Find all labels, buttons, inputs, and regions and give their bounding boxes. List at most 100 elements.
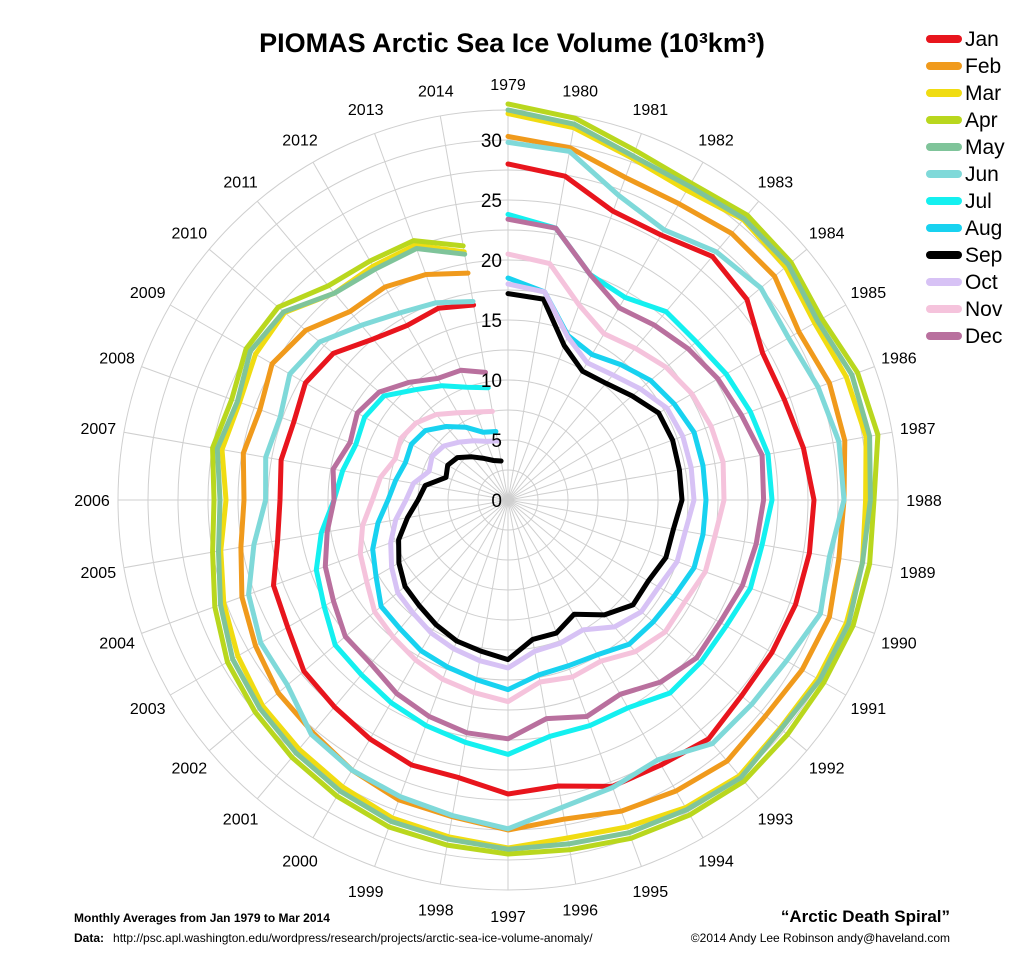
grid-spoke	[312, 499, 509, 838]
grid-ring	[327, 319, 689, 681]
year-label: 1989	[900, 565, 936, 582]
legend-label: Dec	[965, 325, 1002, 348]
radial-tick-label: 15	[481, 311, 502, 332]
grid-ring	[297, 289, 719, 711]
year-label: 2012	[282, 133, 318, 150]
radial-tick-labels: 0 5 10 15 20 25 30	[481, 131, 502, 512]
radial-tick-label: 30	[481, 131, 502, 152]
footer-subtitle: “Arctic Death Spiral”	[781, 907, 950, 926]
series-line-nov	[357, 251, 727, 705]
series-line-apr	[210, 101, 881, 857]
radial-tick-label: 5	[491, 431, 502, 452]
year-label: 1980	[562, 83, 598, 100]
legend-label: Feb	[965, 55, 1001, 78]
grid-spoke	[123, 499, 509, 569]
year-label: 2009	[130, 285, 166, 302]
legend: Jan Feb Mar Apr May Jun Jul Aug Sep Oct Nov Dec	[926, 28, 1005, 348]
year-label: 2004	[99, 635, 135, 652]
year-label: 2007	[81, 421, 117, 438]
grid-spoke	[312, 162, 509, 501]
grid-ring	[207, 199, 809, 801]
chart-title: PIOMAS Arctic Sea Ice Volume (10³km³)	[259, 28, 765, 58]
legend-label: May	[965, 136, 1005, 159]
grid-spoke	[507, 499, 642, 867]
legend-label: Mar	[965, 82, 1001, 105]
radial-tick-label: 0	[491, 491, 502, 512]
year-label: 2014	[418, 83, 454, 100]
year-label: 1990	[881, 635, 917, 652]
footer-data-url: http://psc.apl.washington.edu/wordpress/…	[113, 931, 593, 945]
series-line-oct	[388, 281, 697, 671]
year-label: 1986	[881, 351, 917, 368]
year-label: 1996	[562, 903, 598, 920]
grid-spoke	[507, 499, 808, 752]
year-label: 1981	[633, 102, 669, 119]
year-label: 2005	[81, 565, 117, 582]
grid-spoke	[374, 499, 509, 867]
radial-tick-label: 25	[481, 191, 502, 212]
series-line-mar	[218, 111, 869, 851]
series-line-feb	[238, 133, 848, 833]
year-label: 2001	[223, 812, 259, 829]
grid-spoke	[507, 162, 704, 501]
grid-spoke	[507, 499, 846, 696]
year-label: 2008	[99, 351, 135, 368]
year-label: 1999	[348, 884, 384, 901]
year-label: 1985	[851, 285, 887, 302]
series-line-aug	[370, 275, 709, 693]
year-label: 1992	[809, 760, 845, 777]
year-label: 2006	[74, 493, 110, 510]
grid-spoke	[507, 133, 642, 501]
grid-spoke	[208, 248, 509, 501]
grid-spoke	[507, 499, 760, 800]
year-label: 1979	[490, 77, 526, 94]
series-line-may	[214, 107, 873, 852]
series-line-jan	[271, 161, 817, 797]
grid-spoke	[507, 431, 893, 501]
year-label: 1993	[758, 812, 794, 829]
year-label: 1997	[490, 909, 526, 926]
footer-data-line: Data: http://psc.apl.washington.edu/word…	[74, 929, 593, 946]
year-label: 2002	[172, 760, 208, 777]
radial-tick-label: 10	[481, 371, 502, 392]
year-label: 1987	[900, 421, 936, 438]
footer-data-label: Data:	[74, 931, 104, 945]
grid-spoke	[507, 499, 704, 838]
year-label: 2010	[172, 226, 208, 243]
grid-spoke	[123, 431, 509, 501]
polar-grid	[117, 109, 899, 891]
legend-label: Oct	[965, 271, 998, 294]
grid-spoke	[507, 115, 577, 501]
year-label: 1991	[851, 701, 887, 718]
radial-tick-label: 20	[481, 251, 502, 272]
footer-credit: ©2014 Andy Lee Robinson andy@haveland.co…	[691, 931, 950, 945]
series-lines	[210, 101, 881, 857]
year-label: 1995	[633, 884, 669, 901]
series-line-sep	[396, 291, 685, 663]
grid-spoke	[507, 499, 875, 634]
legend-label: Jun	[965, 163, 999, 186]
year-label: 1988	[906, 493, 942, 510]
year-label: 2011	[223, 174, 258, 191]
grid-spoke	[256, 200, 509, 501]
grid-ring	[237, 229, 779, 771]
year-label: 1982	[698, 133, 734, 150]
year-label: 2013	[348, 102, 384, 119]
legend-label: Apr	[965, 109, 998, 132]
legend-label: Sep	[965, 244, 1002, 267]
grid-spoke	[507, 366, 875, 501]
legend-label: Nov	[965, 298, 1003, 321]
series-line-jun	[246, 139, 847, 832]
grid-spoke	[170, 304, 509, 501]
legend-label: Aug	[965, 217, 1002, 240]
series-line-dec	[322, 216, 767, 742]
grid-ring	[447, 439, 569, 561]
grid-spoke	[507, 248, 808, 501]
year-label: 1984	[809, 226, 845, 243]
year-label: 1998	[418, 903, 454, 920]
year-label: 1994	[698, 853, 734, 870]
legend-label: Jul	[965, 190, 992, 213]
grid-ring	[357, 349, 659, 651]
grid-spoke	[439, 115, 509, 501]
